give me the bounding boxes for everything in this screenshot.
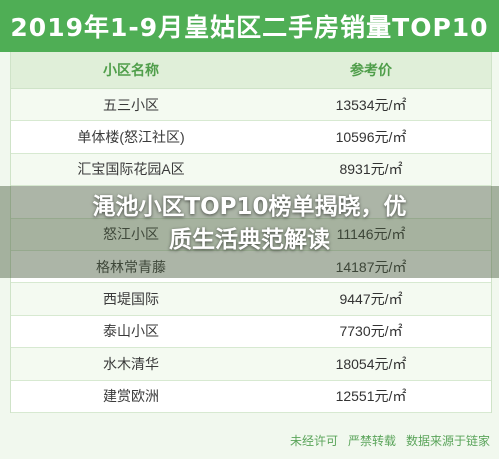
table-body: 五三小区 13534元/㎡ 单体楼(怒江社区) 10596元/㎡ 汇宝国际花园A… [11, 89, 491, 413]
table-row: 水木清华 18054元/㎡ [11, 348, 491, 381]
table-row: 格林常青藤 14187元/㎡ [11, 250, 491, 284]
row-price: 7730元/㎡ [339, 323, 403, 340]
table-row: 泰山小区 7730元/㎡ [11, 315, 491, 349]
row-price: 10596元/㎡ [335, 129, 407, 146]
title-bar: 2019年1-9月皇姑区二手房销量TOP10 [0, 0, 499, 52]
row-name: 单体楼(怒江社区) [77, 129, 185, 146]
row-name: 怒江小区 [103, 226, 159, 243]
header-name: 小区名称 [103, 62, 159, 78]
header-price: 参考价 [350, 62, 392, 78]
ranking-table: 小区名称 参考价 五三小区 13534元/㎡ 单体楼(怒江社区) 10596元/… [10, 52, 492, 413]
row-name: 水木清华 [103, 355, 159, 372]
row-price: 14187元/㎡ [335, 258, 407, 275]
table-row: 西堤国际 9447元/㎡ [11, 283, 491, 316]
row-price: 13534元/㎡ [335, 96, 407, 113]
row-price: 18054元/㎡ [335, 355, 407, 372]
row-name: 汇宝国际花园A区 [77, 161, 185, 178]
row-price: 11146元/㎡ [336, 226, 406, 243]
row-name: 西堤国际 [103, 291, 159, 308]
card-title: 2019年1-9月皇姑区二手房销量TOP10 [10, 13, 489, 42]
row-price: 9447元/㎡ [339, 291, 403, 308]
row-name: 格林常青藤 [96, 258, 166, 275]
row-price: 12551元/㎡ [335, 388, 407, 405]
headline-overlay [0, 186, 499, 278]
notice-no-repost: 严禁转载 [347, 433, 396, 448]
row-name: 建赏欧洲 [103, 388, 159, 405]
footer-notice: 未经许可 严禁转载 数据来源于链家 [10, 423, 490, 457]
table-row: 建赏欧洲 12551元/㎡ [11, 380, 491, 413]
table-row: 五三小区 13534元/㎡ [11, 89, 491, 122]
notice-data-source: 数据来源于链家 [405, 433, 490, 448]
notice-unauthorized: 未经许可 [289, 433, 338, 448]
headline-line-2: 质生活典范解读 [169, 227, 330, 253]
table-row [11, 186, 491, 219]
table-row: 怒江小区 11146元/㎡ [11, 218, 491, 251]
table-row: 单体楼(怒江社区) 10596元/㎡ [11, 121, 491, 154]
row-price: 8931元/㎡ [339, 161, 403, 178]
headline-line-1: 渑池小区TOP10榜单揭晓，优 [92, 194, 407, 220]
row-name: 泰山小区 [103, 323, 159, 340]
row-name: 五三小区 [103, 96, 159, 113]
headline-text: 渑池小区TOP10榜单揭晓，优 质生活典范解读 [0, 191, 499, 257]
table-row: 汇宝国际花园A区 8931元/㎡ [11, 153, 491, 187]
table-header: 小区名称 参考价 [11, 52, 491, 89]
